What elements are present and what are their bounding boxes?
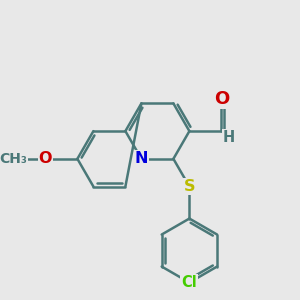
- Text: H: H: [223, 130, 235, 145]
- Text: N: N: [135, 151, 148, 166]
- Text: O: O: [39, 151, 52, 166]
- Text: S: S: [184, 179, 195, 194]
- Text: O: O: [214, 90, 229, 108]
- Text: Cl: Cl: [182, 275, 197, 290]
- Text: CH₃: CH₃: [0, 152, 27, 166]
